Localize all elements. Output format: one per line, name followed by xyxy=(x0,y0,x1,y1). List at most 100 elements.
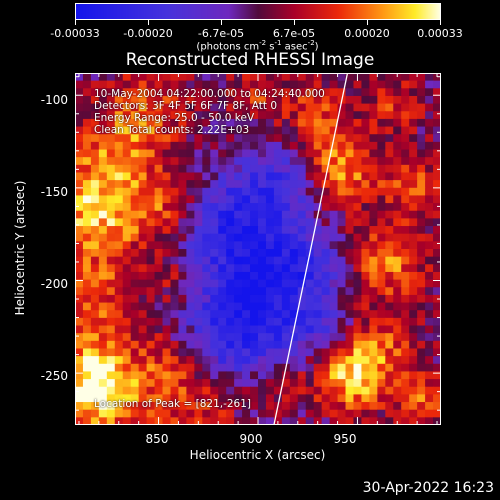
heatmap-cell xyxy=(186,218,195,227)
heatmap-cell xyxy=(178,264,187,273)
heatmap-cell xyxy=(242,379,251,388)
heatmap-cell xyxy=(82,371,92,380)
heatmap-cell xyxy=(273,172,283,181)
heatmap-cell xyxy=(289,134,299,143)
heatmap-cell xyxy=(162,111,172,120)
heatmap-cell xyxy=(154,348,164,357)
heatmap-cell xyxy=(98,302,108,311)
heatmap-cell xyxy=(75,310,84,319)
heatmap-cell xyxy=(138,88,148,97)
heatmap-cell xyxy=(170,157,180,166)
heatmap-cell xyxy=(90,180,100,189)
heatmap-cell xyxy=(258,325,267,334)
heatmap-cell xyxy=(130,180,140,189)
heatmap-cell xyxy=(417,118,426,128)
heatmap-cell xyxy=(369,164,378,174)
heatmap-cell xyxy=(337,241,347,250)
heatmap-cell xyxy=(425,149,434,158)
heatmap-cell xyxy=(250,340,259,350)
heatmap-cell xyxy=(313,379,323,388)
heatmap-cell xyxy=(146,134,156,143)
heatmap-cell xyxy=(361,149,370,158)
heatmap-cell xyxy=(385,264,394,273)
heatmap-cell xyxy=(417,164,426,174)
heatmap-cell xyxy=(186,287,195,296)
heatmap-cell xyxy=(321,95,331,105)
heatmap-cell xyxy=(281,256,291,265)
heatmap-cell xyxy=(242,73,251,82)
heatmap-cell xyxy=(281,95,291,105)
heatmap-cell xyxy=(186,402,195,411)
heatmap-cell xyxy=(75,241,84,250)
heatmap-cell xyxy=(258,187,267,197)
heatmap-cell xyxy=(122,325,132,334)
heatmap-cell xyxy=(289,210,299,219)
heatmap-cell xyxy=(345,172,355,181)
heatmap-cell xyxy=(273,149,283,158)
heatmap-cell xyxy=(385,95,394,105)
heatmap-cell xyxy=(313,157,323,166)
heatmap-cell xyxy=(75,141,84,151)
heatmap-cell xyxy=(433,95,441,105)
heatmap-cell xyxy=(281,333,291,342)
heatmap-cell xyxy=(234,141,243,151)
heatmap-cell xyxy=(313,73,323,82)
heatmap-cell xyxy=(425,241,434,250)
heatmap-cell xyxy=(75,386,84,395)
heatmap-cell xyxy=(313,325,323,334)
heatmap-cell xyxy=(90,149,100,158)
heatmap-cell xyxy=(75,394,84,403)
heatmap-cell xyxy=(75,134,84,143)
heatmap-cell xyxy=(226,294,235,304)
heatmap-cell xyxy=(90,249,100,258)
heatmap-cell xyxy=(369,333,378,342)
heatmap-cell xyxy=(130,386,140,395)
heatmap-cell xyxy=(234,279,243,288)
heatmap-cell xyxy=(218,325,227,334)
heatmap-cell xyxy=(321,249,331,258)
heatmap-cell xyxy=(75,118,84,128)
heatmap-cell xyxy=(218,379,227,388)
heatmap-cell xyxy=(90,287,100,296)
heatmap-cell xyxy=(345,317,355,327)
heatmap-cell xyxy=(401,386,410,395)
heatmap-cell xyxy=(98,249,108,258)
heatmap-cell xyxy=(138,325,148,334)
heatmap-cell xyxy=(106,363,116,373)
heatmap-cell xyxy=(234,226,243,235)
heatmap-cell xyxy=(154,195,164,204)
heatmap-cell xyxy=(75,402,84,411)
heatmap-cell xyxy=(106,111,116,120)
heatmap-cell xyxy=(401,302,410,311)
heatmap-cell xyxy=(369,126,378,135)
heatmap-cell xyxy=(258,310,267,319)
heatmap-cell xyxy=(273,118,283,128)
heatmap-cell xyxy=(385,241,394,250)
heatmap-cell xyxy=(305,88,315,97)
heatmap-cell xyxy=(265,149,275,158)
heatmap-cell xyxy=(265,287,275,296)
heatmap-cell xyxy=(202,379,211,388)
heatmap-cell xyxy=(82,88,92,97)
heatmap-cell xyxy=(265,195,275,204)
heatmap-cell xyxy=(242,409,251,418)
heatmap-cell xyxy=(305,409,315,418)
heatmap-cell xyxy=(210,363,219,373)
heatmap-cell xyxy=(106,417,116,425)
heatmap-cell xyxy=(305,371,315,380)
heatmap-cell xyxy=(75,73,84,82)
heatmap-cell xyxy=(90,233,100,242)
heatmap-cell xyxy=(170,356,180,365)
heatmap-cell xyxy=(75,317,84,327)
heatmap-cell xyxy=(242,103,251,112)
heatmap-cell xyxy=(321,310,331,319)
heatmap-cell xyxy=(242,88,251,97)
heatmap-cell xyxy=(75,187,84,197)
heatmap-cell xyxy=(273,111,283,120)
heatmap-cell xyxy=(433,88,441,97)
heatmap-cell xyxy=(202,317,211,327)
heatmap-cell xyxy=(242,348,251,357)
heatmap-cell xyxy=(297,164,307,174)
heatmap-cell xyxy=(273,271,283,281)
heatmap-cell xyxy=(258,218,267,227)
